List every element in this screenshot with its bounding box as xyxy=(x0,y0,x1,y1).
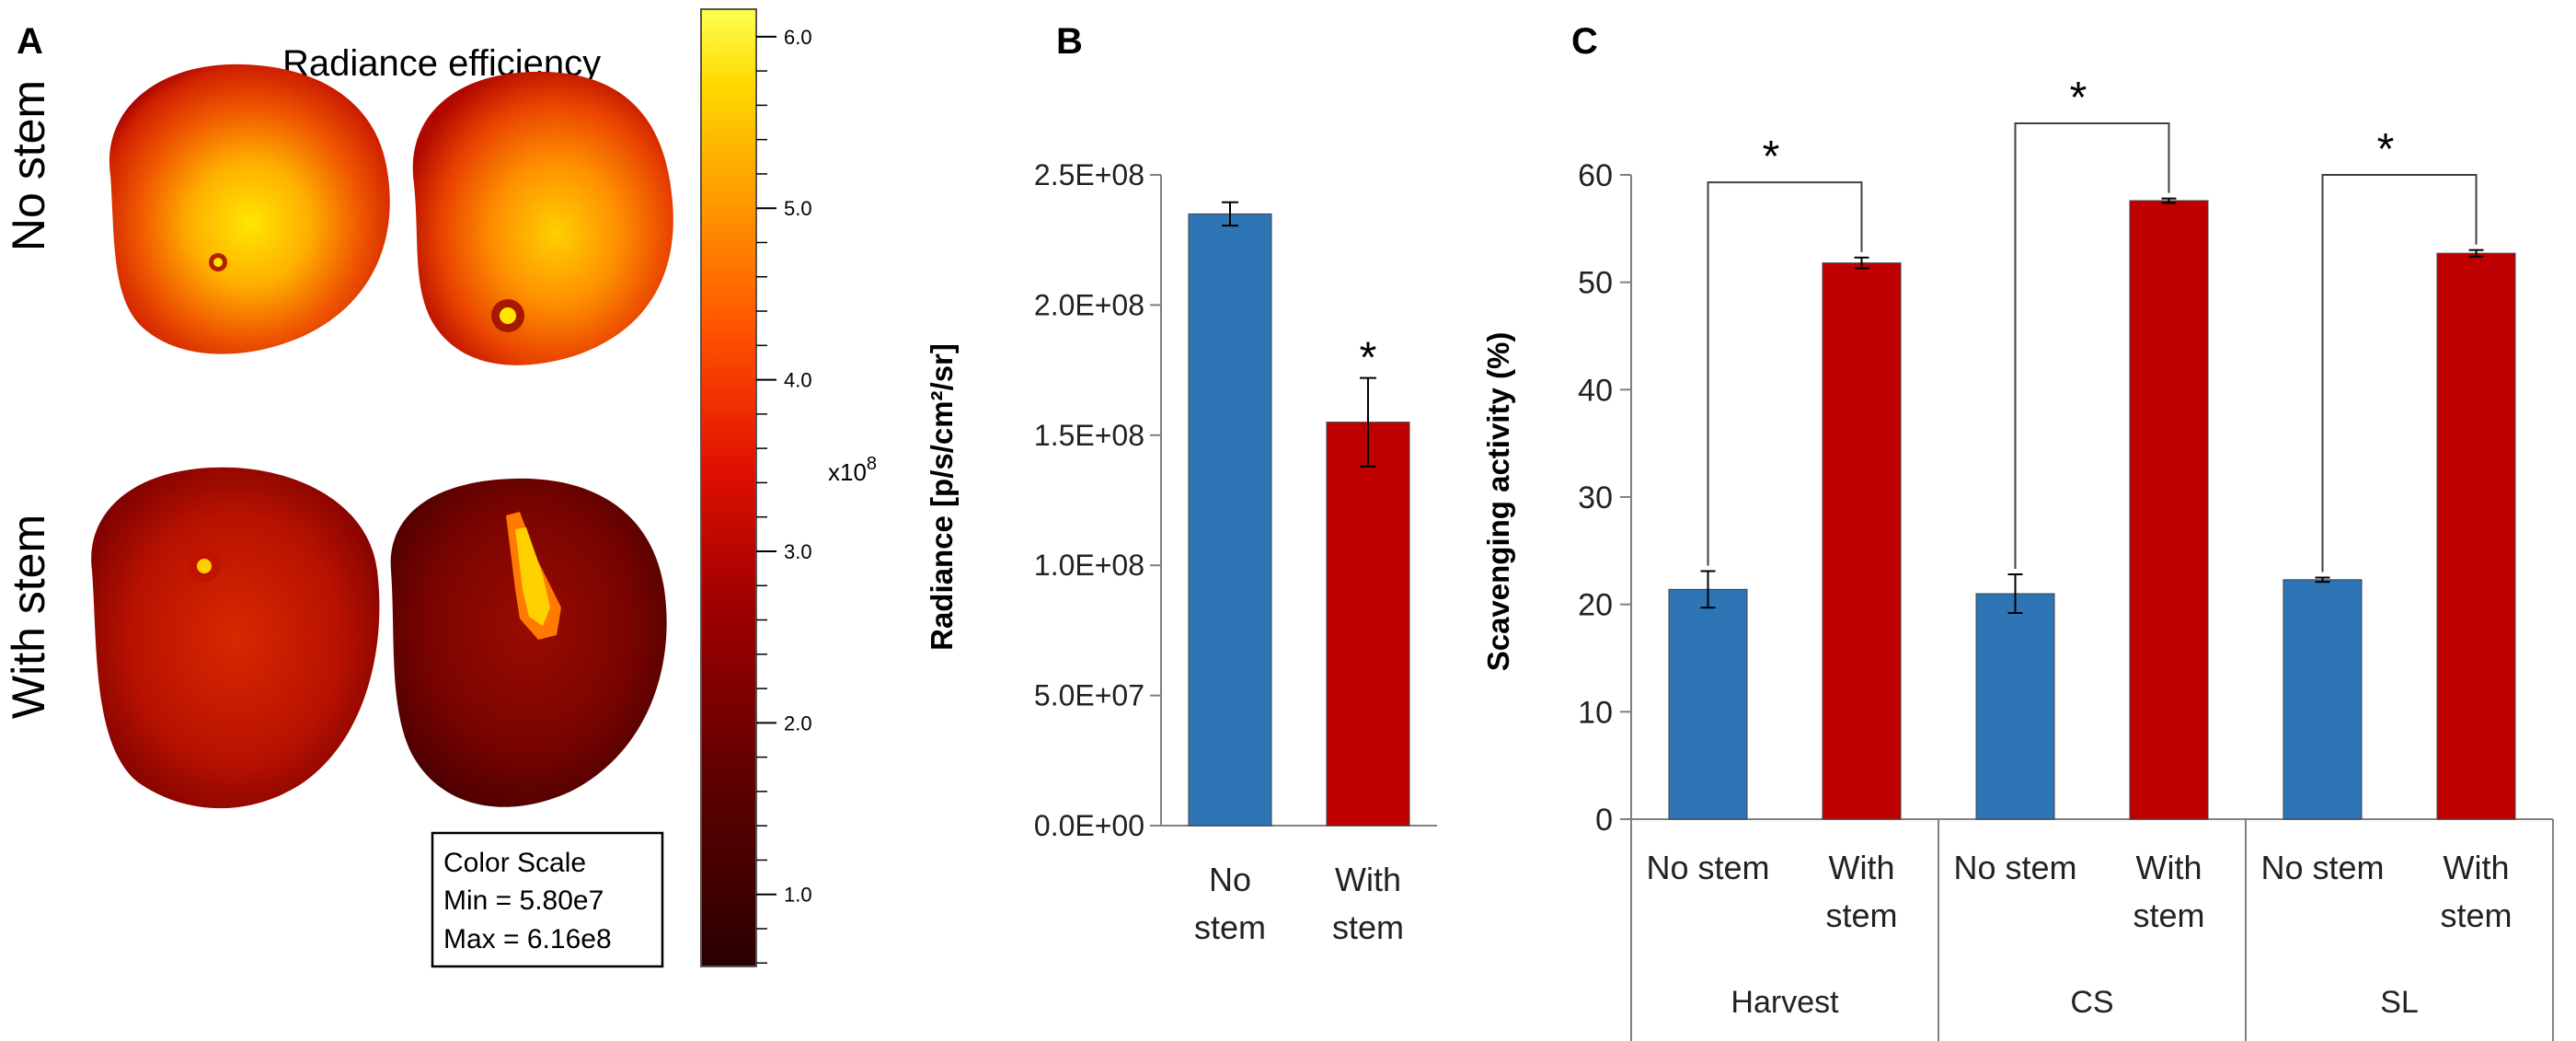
row-label-no-stem: No stem xyxy=(3,80,54,251)
panel-a-letter: A xyxy=(17,21,43,62)
y-tick-label: 60 xyxy=(1578,158,1613,193)
x-tick-label: No stem xyxy=(1953,849,2076,886)
panel-b-letter: B xyxy=(1056,21,1083,62)
colorbar xyxy=(700,8,757,967)
row-label-with-stem: With stem xyxy=(3,515,54,719)
fruit-image-no-stem-1 xyxy=(109,64,390,354)
x-tick-label: With xyxy=(2444,849,2510,886)
group-label: SL xyxy=(2380,985,2419,1020)
group-label: CS xyxy=(2070,985,2113,1020)
x-tick-label: No stem xyxy=(2260,849,2384,886)
color-scale-max: Max = 6.16e8 xyxy=(443,924,612,954)
colorbar-tick-label: 3.0 xyxy=(784,540,812,563)
panel-a: A Radiance efficiency No stem With stem … xyxy=(3,8,877,968)
colorbar-ticks: 1.0 2.0 3.0 4.0 5.0 6.0 xyxy=(756,26,812,965)
bar xyxy=(1975,593,2055,820)
x-tick-label: stem xyxy=(2133,896,2204,934)
group-label: Harvest xyxy=(1731,985,1839,1020)
colorbar-exponent-base: x10 xyxy=(828,458,867,486)
x-tick-label: With xyxy=(1335,861,1401,898)
y-tick-label: 30 xyxy=(1578,480,1613,515)
fruit-image-with-stem-1 xyxy=(91,467,380,809)
x-tick-label: No xyxy=(1209,861,1251,898)
panel-b-ylabel: Radiance [p/s/cm²/sr] xyxy=(925,343,959,651)
fruit-image-no-stem-2 xyxy=(412,71,673,365)
significance-star: * xyxy=(2377,125,2395,174)
y-tick-label: 0 xyxy=(1595,803,1613,838)
significance-star: * xyxy=(2070,74,2087,122)
colorbar-tick-label: 1.0 xyxy=(784,884,812,907)
bar xyxy=(2129,200,2209,820)
significance-star: * xyxy=(1360,334,1377,383)
y-tick-label: 20 xyxy=(1578,588,1613,623)
x-tick-label: stem xyxy=(1194,908,1266,946)
x-tick-label: With xyxy=(1829,849,1895,886)
bar xyxy=(2436,252,2516,820)
panel-c-letter: C xyxy=(1571,21,1598,62)
x-tick-label: stem xyxy=(1825,896,1897,934)
colorbar-exponent-power: 8 xyxy=(867,454,877,474)
bar xyxy=(1668,588,1748,820)
colorbar-tick-label: 2.0 xyxy=(784,711,812,734)
bar xyxy=(1188,213,1272,827)
panel-c-ylabel: Scavenging activity (%) xyxy=(1481,332,1515,672)
panel-b: B Radiance [p/s/cm²/sr] 0.0E+00 5.0E+07 1.… xyxy=(925,21,1437,946)
color-scale-min: Min = 5.80e7 xyxy=(443,885,604,916)
y-tick-label: 5.0E+07 xyxy=(1034,679,1144,712)
y-tick-label: 0.0E+00 xyxy=(1034,809,1144,842)
colorbar-exponent: x108 xyxy=(828,454,877,486)
y-tick-label: 1.5E+08 xyxy=(1034,419,1144,452)
colorbar-tick-label: 4.0 xyxy=(784,369,812,392)
y-tick-label: 40 xyxy=(1578,373,1613,408)
significance-bracket xyxy=(2321,174,2478,573)
significance-bracket xyxy=(2014,122,2170,569)
colorbar-tick-label: 6.0 xyxy=(784,26,812,49)
y-tick-label: 10 xyxy=(1578,695,1613,730)
color-scale-box: Color Scale Min = 5.80e7 Max = 6.16e8 xyxy=(431,831,664,968)
chart-c: 0 10 20 30 40 50 60 Harvest CS SL No stem With stem N… xyxy=(1578,74,2554,1041)
y-tick-label: 2.0E+08 xyxy=(1034,288,1144,321)
bar xyxy=(2283,579,2363,820)
y-tick-label: 1.0E+08 xyxy=(1034,549,1144,582)
fruit-image-with-stem-2 xyxy=(390,478,667,807)
x-tick-label: With xyxy=(2136,849,2202,886)
significance-star: * xyxy=(1763,133,1780,181)
bar xyxy=(1822,262,1902,820)
x-tick-label: stem xyxy=(1332,908,1404,946)
bar xyxy=(1326,422,1410,827)
significance-bracket xyxy=(1707,181,1863,566)
color-scale-title: Color Scale xyxy=(443,848,586,878)
y-tick-label: 50 xyxy=(1578,266,1613,301)
x-tick-label: stem xyxy=(2440,896,2512,934)
colorbar-tick-label: 5.0 xyxy=(784,197,812,220)
x-tick-label: No stem xyxy=(1646,849,1769,886)
y-tick-label: 2.5E+08 xyxy=(1034,158,1144,191)
panel-c: C Scavenging activity (%) 0 10 20 30 40 50 60 H… xyxy=(1481,21,2554,1041)
chart-b: 0.0E+00 5.0E+07 1.0E+08 1.5E+08 2.0E+08 2.5E+… xyxy=(1034,158,1437,946)
